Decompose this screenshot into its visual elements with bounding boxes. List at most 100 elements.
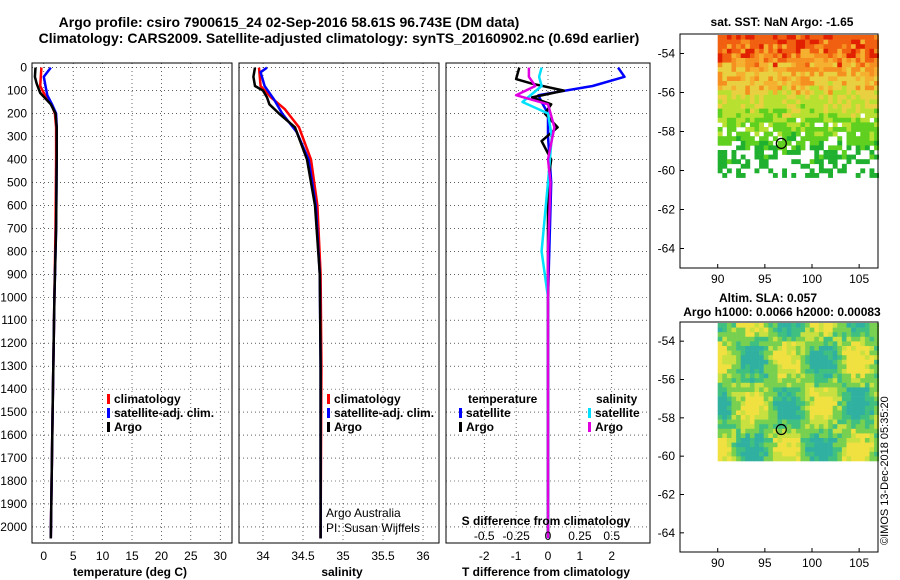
map-cell	[768, 58, 774, 63]
map-cell	[874, 359, 879, 365]
map-cell	[818, 373, 824, 379]
map-cell	[828, 433, 833, 439]
depth-tick-label: 1900	[0, 497, 27, 511]
map-cell	[722, 108, 728, 114]
map-cell	[841, 373, 847, 379]
map-cell	[722, 359, 728, 365]
map-cell	[818, 387, 824, 393]
map-cell	[855, 350, 861, 356]
map-cell	[768, 346, 774, 351]
map-cell	[846, 424, 852, 430]
map-cell	[791, 392, 797, 397]
map-cell	[745, 127, 751, 132]
map-cell	[800, 359, 806, 365]
map-cell	[809, 332, 815, 338]
x-tick-label: 34.5	[291, 549, 315, 563]
map-cell	[786, 433, 792, 439]
map-cell	[772, 378, 778, 384]
map-cell	[754, 387, 760, 393]
map-cell	[717, 140, 723, 146]
map-cell	[823, 44, 829, 50]
map-cell	[717, 410, 723, 416]
map-cell	[759, 387, 764, 393]
map-cell	[855, 173, 861, 178]
map-cell	[841, 451, 847, 457]
map-cell	[795, 382, 801, 388]
map-cell	[745, 447, 751, 453]
map-cell	[814, 99, 820, 105]
map-cell	[782, 456, 787, 462]
map-cell	[841, 336, 847, 342]
y-tick-label: -54	[658, 334, 676, 348]
map-cell	[772, 71, 778, 77]
map-cell	[759, 127, 764, 132]
map-cell	[745, 62, 751, 68]
map-cell	[754, 44, 760, 50]
map-cell	[828, 71, 833, 77]
map-cell	[841, 341, 847, 347]
map-cell	[800, 58, 806, 63]
map-cell	[722, 35, 728, 40]
map-cell	[717, 447, 723, 453]
map-cell	[722, 85, 728, 91]
map-cell	[795, 39, 801, 45]
map-cell	[749, 341, 755, 347]
map-cell	[782, 85, 787, 91]
map-cell	[869, 136, 875, 142]
map-cell	[828, 131, 833, 137]
map-cell	[777, 373, 783, 379]
map-cell	[828, 350, 833, 356]
x-tick-label: 5	[70, 549, 77, 563]
map-cell	[763, 438, 769, 443]
map-cell	[823, 76, 829, 82]
map-cell	[828, 382, 833, 388]
map-cell	[749, 428, 755, 434]
map-cell	[828, 62, 833, 68]
map-cell	[818, 442, 824, 448]
map-cell	[851, 323, 856, 328]
map-cell	[749, 85, 755, 91]
map-cell	[786, 85, 792, 91]
map-cell	[809, 451, 815, 457]
map-cell	[731, 108, 737, 114]
map-cell	[805, 327, 810, 333]
map-cell	[795, 336, 801, 342]
map-cell	[855, 332, 861, 338]
map-cell	[869, 369, 875, 374]
title-line-1: Argo profile: csiro 7900615_24 02-Sep-20…	[59, 14, 520, 30]
map-cell	[768, 424, 774, 430]
map-cell	[837, 53, 843, 59]
map-cell	[841, 410, 847, 416]
map-cell	[726, 113, 732, 119]
map-cell	[869, 62, 875, 68]
map-cell	[745, 438, 751, 443]
map-cell	[754, 154, 760, 160]
salinity-legend: climatology satellite-adj. clim. Argo	[327, 392, 434, 434]
map-cell	[814, 346, 820, 351]
map-cell	[754, 53, 760, 59]
map-cell	[864, 327, 870, 333]
map-cell	[805, 451, 810, 457]
map-cell	[745, 117, 751, 123]
map-cell	[814, 136, 820, 142]
map-cell	[869, 336, 875, 342]
x-tick-label: 25	[184, 549, 198, 563]
map-cell	[786, 415, 792, 420]
map-cell	[818, 145, 824, 151]
map-cell	[855, 364, 861, 370]
map-cell	[823, 447, 829, 453]
map-cell	[722, 419, 728, 425]
map-cell	[777, 99, 783, 105]
map-cell	[791, 81, 797, 86]
map-cell	[731, 85, 737, 91]
map-cell	[782, 58, 787, 63]
map-cell	[759, 145, 764, 151]
map-cell	[823, 168, 829, 174]
depth-tick-label: 0	[20, 61, 27, 75]
map-cell	[837, 94, 843, 100]
map-cell	[851, 332, 856, 338]
map-cell	[736, 433, 741, 439]
map-cell	[722, 350, 728, 356]
map-cell	[809, 350, 815, 356]
map-cell	[818, 428, 824, 434]
